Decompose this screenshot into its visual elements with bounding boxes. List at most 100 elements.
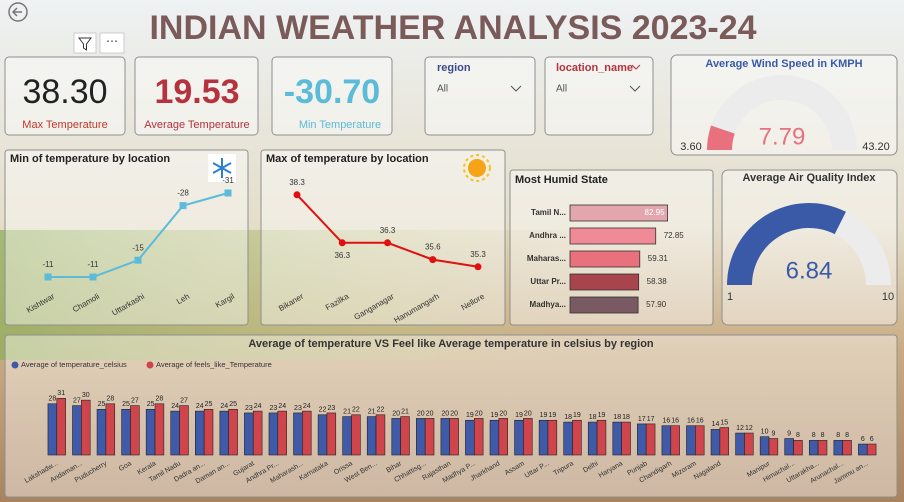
legend-swatch xyxy=(146,361,154,369)
bar xyxy=(498,418,508,456)
chart-title: Average Air Quality Index xyxy=(742,172,876,184)
point xyxy=(179,202,187,210)
y-tick-label: Uttar Pr... xyxy=(530,277,566,286)
filter-button[interactable] xyxy=(73,32,97,54)
data-label: 38.3 xyxy=(289,178,305,187)
data-label: 28 xyxy=(156,396,164,403)
data-label: 20 xyxy=(426,410,434,417)
data-label: -11 xyxy=(43,260,55,269)
bar xyxy=(145,408,156,456)
bar xyxy=(784,438,794,456)
data-label: 17 xyxy=(647,416,655,423)
data-label: 8 xyxy=(821,432,825,439)
dashboard-title: INDIAN WEATHER ANALYSIS 2023-24 xyxy=(149,9,756,47)
chart-title: Min of temperature by location xyxy=(10,153,170,165)
point xyxy=(224,189,232,197)
dropdown-arrow xyxy=(510,85,522,92)
bar xyxy=(833,440,843,456)
data-label: 10 xyxy=(761,429,769,436)
bar xyxy=(569,227,657,245)
card-value: -30.70 xyxy=(284,73,380,111)
data-label: 18 xyxy=(564,414,572,421)
data-label: 25 xyxy=(229,401,237,408)
data-label: 21 xyxy=(401,408,409,415)
data-label: 25 xyxy=(122,401,130,408)
data-label: 18 xyxy=(622,414,630,421)
panel xyxy=(260,149,506,326)
legend-label: Average of temperature_celsius xyxy=(21,360,127,369)
bar xyxy=(375,414,386,456)
bar xyxy=(72,405,82,456)
data-label: 23 xyxy=(269,405,277,412)
bar xyxy=(47,403,58,456)
data-label: 9 xyxy=(787,430,791,437)
bar xyxy=(302,410,312,456)
bar xyxy=(817,440,828,456)
point xyxy=(134,256,142,264)
gauge-track xyxy=(707,75,857,150)
data-label: 8 xyxy=(845,432,849,439)
bar xyxy=(277,410,287,456)
legend-label: Average of feels_like_Temperature xyxy=(156,360,272,369)
bar xyxy=(768,438,779,456)
chart-title: Max of temperature by location xyxy=(266,153,429,165)
data-label: 25 xyxy=(147,401,155,408)
slicer-selection[interactable]: All xyxy=(437,84,448,95)
snowflake-icon xyxy=(212,158,232,178)
bar xyxy=(416,418,426,456)
data-label: 24 xyxy=(196,403,204,410)
bar xyxy=(569,204,668,222)
slicer-selection[interactable]: All xyxy=(556,84,567,95)
data-label: 20 xyxy=(417,410,425,417)
filter-icon xyxy=(78,37,92,51)
gauge-max-label: 10 xyxy=(882,291,894,303)
bar xyxy=(219,410,230,456)
data-label: 16 xyxy=(696,418,704,425)
bar xyxy=(154,403,165,456)
bar xyxy=(710,429,721,456)
bar xyxy=(719,427,730,456)
bar xyxy=(808,440,819,456)
data-label: 8 xyxy=(812,432,816,439)
y-tick-label: Madhya... xyxy=(530,300,566,309)
panel xyxy=(4,149,249,326)
data-label: 19 xyxy=(540,412,548,419)
bar xyxy=(244,412,254,456)
bar xyxy=(523,418,533,456)
bar xyxy=(612,421,622,456)
data-label: 31 xyxy=(57,390,65,397)
chart-title: Average of temperature VS Feel like Aver… xyxy=(248,338,654,350)
slicer-title: region xyxy=(437,62,471,74)
bar xyxy=(130,405,140,456)
data-label: 6 xyxy=(861,436,865,443)
bar xyxy=(759,436,770,456)
bar xyxy=(670,425,680,456)
bar xyxy=(661,425,672,456)
bar xyxy=(440,418,451,456)
back-arrow xyxy=(11,7,22,17)
data-label: 25 xyxy=(98,401,106,408)
bar xyxy=(569,296,639,314)
data-label: 22 xyxy=(319,407,327,414)
bar xyxy=(342,416,352,456)
point xyxy=(338,239,346,247)
point xyxy=(89,273,97,281)
back-button[interactable] xyxy=(8,2,28,22)
gauge-value-label: 6.84 xyxy=(786,257,833,284)
bar xyxy=(866,443,877,456)
bar xyxy=(473,418,484,456)
data-label: 9 xyxy=(771,430,775,437)
bar xyxy=(842,440,852,456)
chart-title: Average Wind Speed in KMPH xyxy=(705,58,862,70)
bar xyxy=(793,440,803,456)
bar xyxy=(351,414,361,456)
data-label: 28 xyxy=(48,396,56,403)
point xyxy=(474,263,482,271)
data-label: 17 xyxy=(638,416,646,423)
more-options[interactable] xyxy=(99,32,125,54)
data-label: 24 xyxy=(278,403,286,410)
bar xyxy=(105,403,116,456)
bar xyxy=(195,410,205,456)
data-label: 8 xyxy=(836,432,840,439)
